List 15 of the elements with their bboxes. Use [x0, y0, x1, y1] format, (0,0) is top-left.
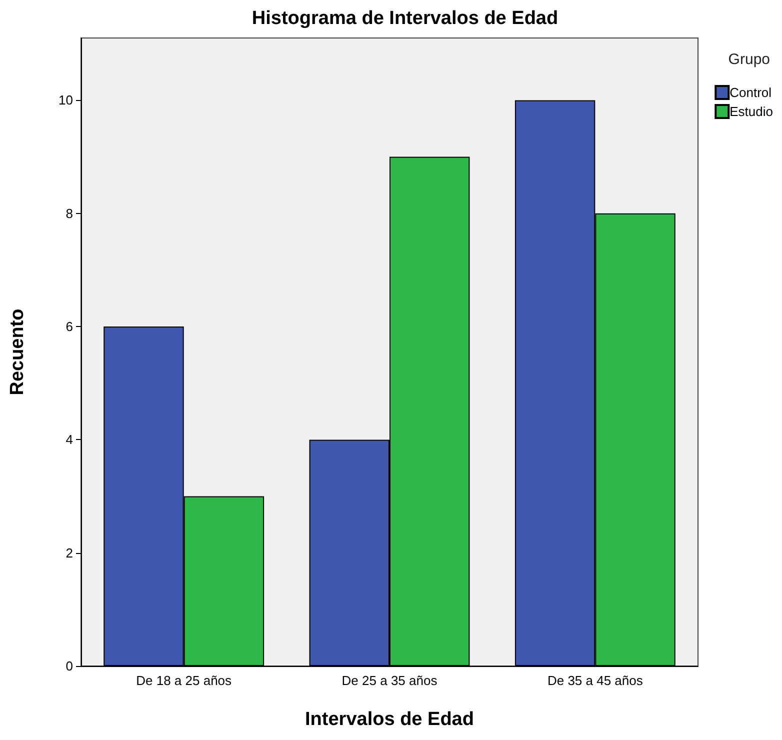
legend-title: Grupo	[728, 51, 770, 68]
y-axis-title: Recuento	[7, 308, 28, 396]
y-tick-label: 4	[66, 432, 73, 448]
y-tick-label: 6	[66, 319, 73, 334]
legend-label: Control	[730, 85, 772, 100]
x-axis-title: Intervalos de Edad	[305, 709, 474, 730]
y-tick-label: 0	[66, 658, 73, 674]
y-tick-label: 8	[66, 206, 73, 221]
y-tick-label: 10	[58, 92, 73, 108]
x-tick-label: De 18 a 25 años	[136, 673, 232, 688]
y-tick-label: 2	[66, 545, 73, 560]
chart-title: Histograma de Intervalos de Edad	[252, 8, 558, 29]
x-tick-label: De 35 a 45 años	[547, 673, 644, 688]
legend-label: Estudio	[730, 104, 774, 119]
x-tick-label: De 25 a 35 años	[342, 673, 438, 688]
